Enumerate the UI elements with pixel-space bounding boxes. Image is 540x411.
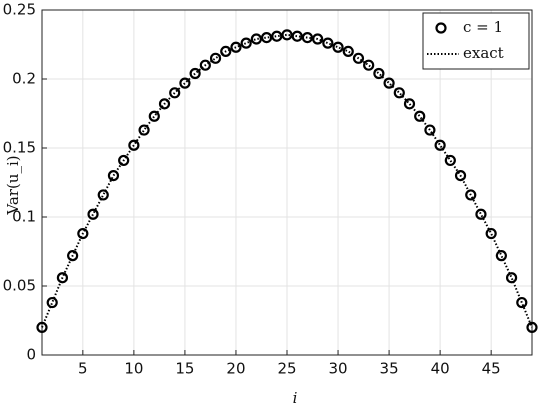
marker [260,31,273,44]
marker [352,52,365,64]
marker [46,296,58,309]
x-tick-label: 45 [482,360,501,378]
legend-label: c = 1 [463,18,503,36]
y-tick-label: 0 [26,346,36,364]
marker [107,170,120,182]
marker [281,29,293,41]
x-tick-label: 40 [431,360,450,378]
marker [87,208,99,220]
exact-line [41,33,533,328]
y-axis-label: Var(u_i) [4,155,22,215]
marker [148,110,160,122]
marker [475,208,487,220]
y-tick-label: 0.25 [3,1,36,19]
marker [301,31,314,44]
x-tick-label: 15 [175,360,194,378]
marker [56,272,69,284]
marker [383,77,395,89]
marker [424,124,436,136]
marker [138,124,150,136]
x-tick-label: 20 [226,360,245,378]
y-tick-label: 0.1 [12,208,36,226]
marker [516,296,528,309]
marker [220,45,232,58]
marker [199,59,211,71]
marker [230,41,242,53]
y-tick-label: 0.2 [12,70,36,88]
marker [128,139,140,151]
marker [291,30,303,42]
x-tick-label: 35 [380,360,399,378]
marker [97,189,109,201]
marker [414,110,426,122]
marker [77,227,89,240]
y-tick-label: 0.05 [3,277,36,295]
marker [271,30,283,42]
marker [526,321,538,333]
marker [403,98,416,110]
marker [158,98,171,110]
marker [179,77,191,89]
marker [363,59,375,71]
x-axis-label: i [293,389,298,407]
marker [485,227,497,240]
marker [393,87,405,99]
marker [444,154,456,167]
marker [240,37,252,49]
marker [189,67,201,80]
x-tick-label: 25 [277,360,296,378]
marker [322,37,334,49]
marker [434,139,446,151]
marker [169,87,181,99]
marker [465,189,477,201]
marker [342,45,354,58]
marker [454,170,467,182]
x-tick-label: 5 [78,360,88,378]
marker [312,33,324,45]
marker [250,33,262,45]
x-tick-label: 10 [124,360,143,378]
legend-marker [435,22,447,34]
marker [36,321,48,333]
legend-box [422,12,530,70]
plot-frame [41,9,533,356]
marker [332,41,344,53]
marker [209,52,222,64]
y-tick-label: 0.15 [3,139,36,157]
legend-label: exact [463,44,504,62]
x-tick-label: 30 [328,360,347,378]
marker [505,272,518,284]
marker [495,250,507,262]
marker [118,154,130,167]
marker [67,250,79,262]
legend: c = 1 exact [422,12,530,70]
marker [373,67,385,80]
